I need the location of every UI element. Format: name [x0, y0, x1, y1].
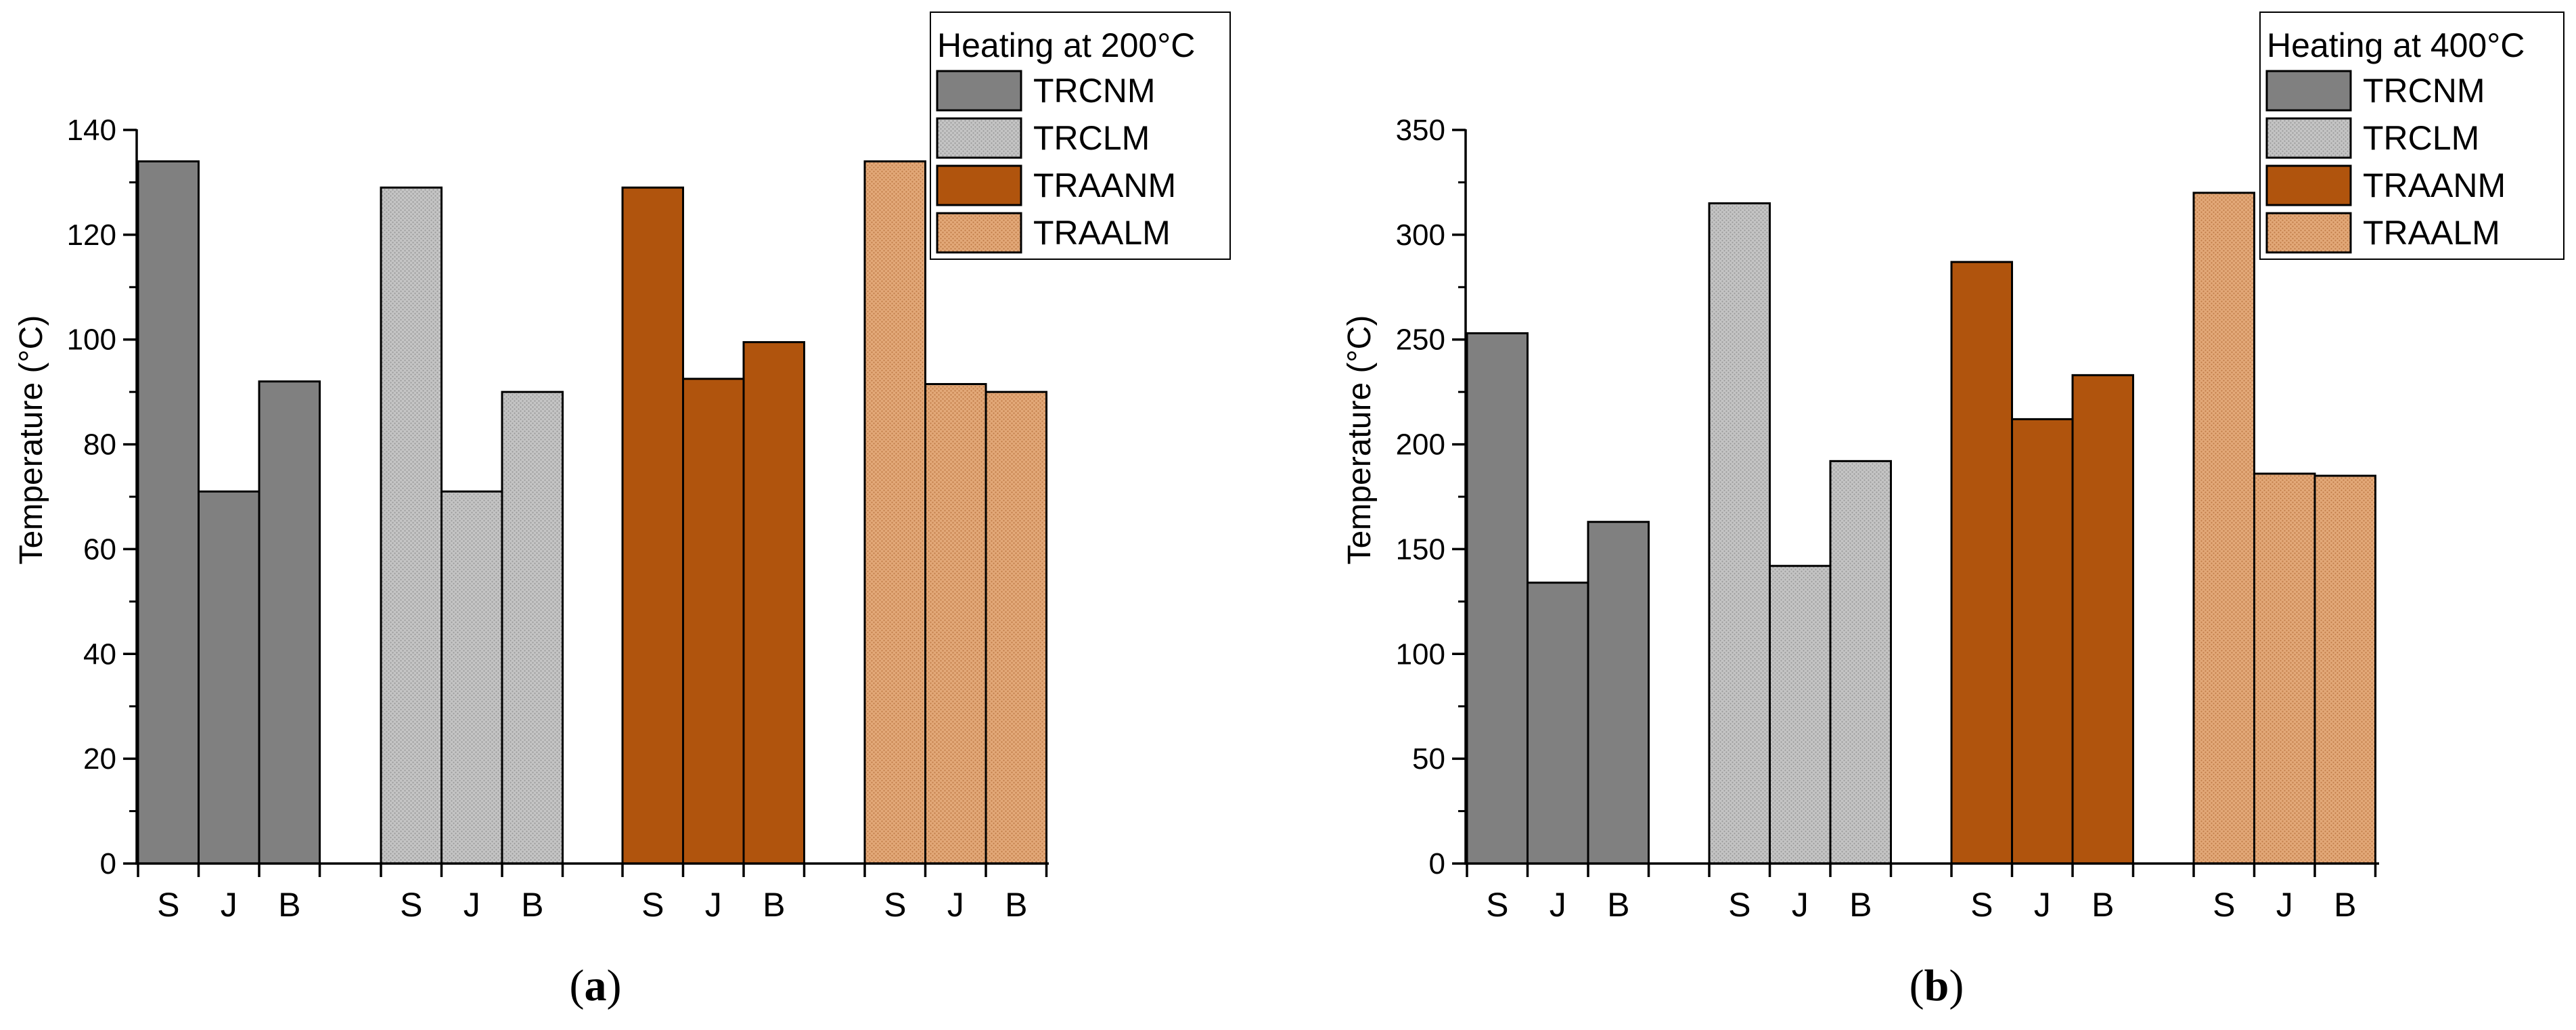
- y-tick-label: 0: [100, 847, 116, 880]
- x-category-label: S: [1486, 886, 1508, 924]
- bar-TRAANM-S: [1950, 261, 2013, 865]
- bar-TRCLM-J: [440, 490, 503, 865]
- legend-label-TRAALM: TRAALM: [1033, 214, 1171, 252]
- bar-TRCLM-B: [501, 390, 564, 865]
- x-category-label: J: [1792, 886, 1809, 924]
- legend-swatch-TRCNM: [936, 70, 1022, 112]
- axes-a: 0 20 40 60 80 100 120 140 S J B S J B S J B S J B: [67, 114, 1049, 924]
- y-tick-label: 120: [67, 219, 116, 252]
- axes-b: 0 50 100 150 200 250 300 350 S J B S J B S J B S J B: [1396, 114, 2379, 924]
- bar-TRAALM-J: [924, 383, 987, 865]
- legend-label-TRAANM: TRAANM: [2363, 166, 2506, 204]
- y-tick-label: 150: [1396, 533, 1445, 566]
- bars-a: [137, 160, 1047, 865]
- x-category-label: J: [221, 886, 238, 924]
- y-tick-label: 40: [83, 637, 116, 671]
- bar-TRAALM-J: [2253, 472, 2316, 865]
- bar-TRAALM-B: [2313, 474, 2376, 865]
- y-tick-label: 60: [83, 533, 116, 566]
- x-category-label: J: [705, 886, 722, 924]
- bar-TRCNM-J: [1527, 581, 1589, 865]
- x-category-label: S: [1970, 886, 1993, 924]
- bar-TRAANM-J: [2011, 418, 2074, 865]
- x-category-label: S: [157, 886, 179, 924]
- bar-TRAANM-B: [2071, 374, 2134, 865]
- y-tick-label: 140: [67, 114, 116, 147]
- y-axis-title-a: Temperature (°C): [14, 315, 49, 565]
- legend-label-TRCNM: TRCNM: [1033, 72, 1156, 110]
- y-tick-label: 200: [1396, 428, 1445, 462]
- y-tick-label: 100: [1396, 637, 1445, 671]
- legend-label-TRAALM: TRAALM: [2363, 214, 2500, 252]
- bar-TRAALM-B: [985, 390, 1047, 865]
- chart-panel-a: 0 20 40 60 80 100 120 140 S J B S J B S J B S J B Temperatu…: [14, 12, 1231, 1010]
- bar-TRAANM-B: [742, 341, 805, 865]
- legend-label-TRCNM: TRCNM: [2363, 72, 2485, 110]
- legend-b: Heating at 400°C TRCNM TRCLM TRAANM TRAALM: [2259, 12, 2564, 260]
- y-tick-label: 0: [1429, 847, 1445, 880]
- y-axis-title-b: Temperature (°C): [1342, 315, 1378, 565]
- y-tick-label: 350: [1396, 114, 1445, 147]
- panel-label-b: (b): [1910, 961, 1964, 1010]
- y-tick-label: 100: [67, 323, 116, 357]
- legend-label-TRCLM: TRCLM: [1033, 119, 1150, 157]
- legend-swatch-TRCNM: [2265, 70, 2352, 112]
- x-category-label: B: [1607, 886, 1629, 924]
- bar-TRCNM-B: [1587, 520, 1650, 865]
- legend-title: Heating at 400°C: [2267, 26, 2525, 64]
- legend-swatch-TRAALM: [2265, 212, 2352, 254]
- bar-TRCNM-S: [137, 160, 200, 865]
- x-category-label: S: [641, 886, 664, 924]
- bar-TRCLM-S: [380, 186, 443, 865]
- bar-TRAALM-S: [2192, 192, 2255, 865]
- x-category-label: S: [884, 886, 906, 924]
- x-category-label: B: [2334, 886, 2356, 924]
- x-category-label: B: [278, 886, 300, 924]
- bar-TRCLM-S: [1708, 202, 1771, 865]
- legend-swatch-TRAANM: [2265, 164, 2352, 206]
- x-category-label: J: [464, 886, 480, 924]
- panel-label-a: (a): [570, 961, 622, 1010]
- legend-swatch-TRCLM: [936, 117, 1022, 159]
- y-tick-label: 50: [1412, 742, 1445, 776]
- bar-TRAANM-S: [621, 186, 684, 865]
- x-category-label: B: [1849, 886, 1872, 924]
- legend-a: Heating at 200°C TRCNM TRCLM TRAANM TRAALM: [930, 12, 1231, 260]
- x-category-label: S: [400, 886, 422, 924]
- y-tick-label: 20: [83, 742, 116, 776]
- bar-TRAALM-S: [863, 160, 926, 865]
- legend-swatch-TRAALM: [936, 212, 1022, 254]
- bar-TRAANM-J: [682, 378, 745, 865]
- x-category-label: J: [2276, 886, 2293, 924]
- bar-TRCLM-B: [1829, 460, 1892, 865]
- x-category-label: J: [1550, 886, 1566, 924]
- y-tick-label: 300: [1396, 219, 1445, 252]
- x-category-label: S: [1728, 886, 1750, 924]
- bar-TRCNM-J: [198, 490, 261, 865]
- x-category-label: S: [2213, 886, 2235, 924]
- legend-label-TRCLM: TRCLM: [2363, 119, 2479, 157]
- x-category-label: B: [2092, 886, 2114, 924]
- x-category-label: B: [1005, 886, 1027, 924]
- y-tick-label: 80: [83, 428, 116, 462]
- bar-TRCNM-B: [258, 380, 321, 865]
- legend-swatch-TRCLM: [2265, 117, 2352, 159]
- x-category-label: B: [763, 886, 785, 924]
- legend-swatch-TRAANM: [936, 164, 1022, 206]
- bars-b: [1466, 192, 2376, 865]
- x-category-label: B: [521, 886, 543, 924]
- x-category-label: J: [2034, 886, 2051, 924]
- x-category-label: J: [947, 886, 964, 924]
- legend-label-TRAANM: TRAANM: [1033, 166, 1176, 204]
- chart-panel-b: 0 50 100 150 200 250 300 350 S J B S J B S J B S J B Temper…: [1342, 12, 2564, 1010]
- y-tick-label: 250: [1396, 323, 1445, 357]
- bar-TRCNM-S: [1466, 332, 1529, 865]
- legend-title: Heating at 200°C: [937, 26, 1195, 64]
- bar-TRCLM-J: [1769, 564, 1832, 865]
